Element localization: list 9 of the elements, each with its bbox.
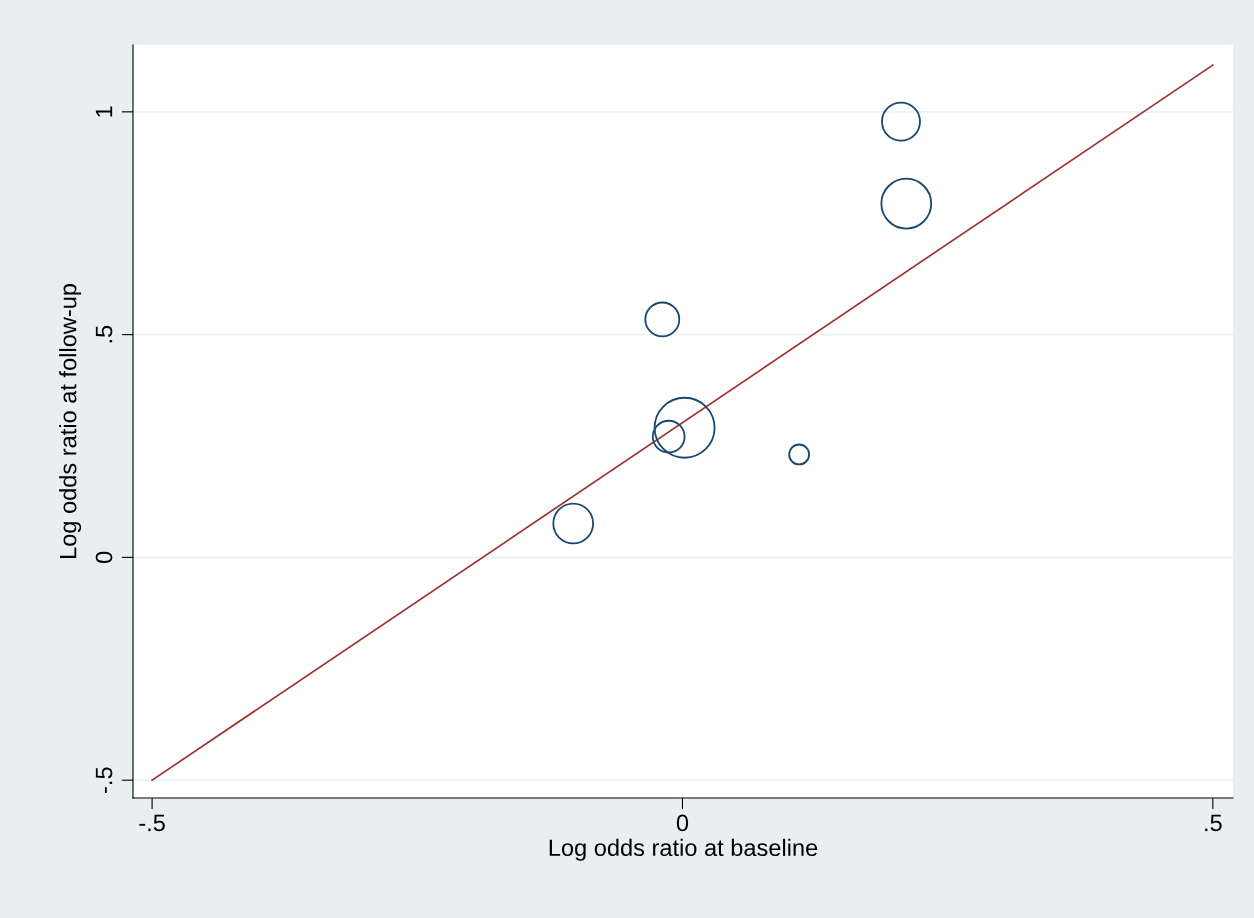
x-tick-label: 0 (676, 814, 689, 832)
y-tick-label: .5 (95, 325, 113, 343)
y-tick-label: 0 (95, 551, 113, 564)
x-tick-label: -.5 (139, 814, 165, 832)
y-axis-title: Log odds ratio at follow-up (59, 284, 82, 559)
y-tick-label: 1 (95, 106, 113, 117)
x-axis-title: Log odds ratio at baseline (549, 838, 818, 861)
x-tick-label: .5 (1205, 814, 1222, 832)
y-tick-label: -.5 (95, 767, 113, 793)
